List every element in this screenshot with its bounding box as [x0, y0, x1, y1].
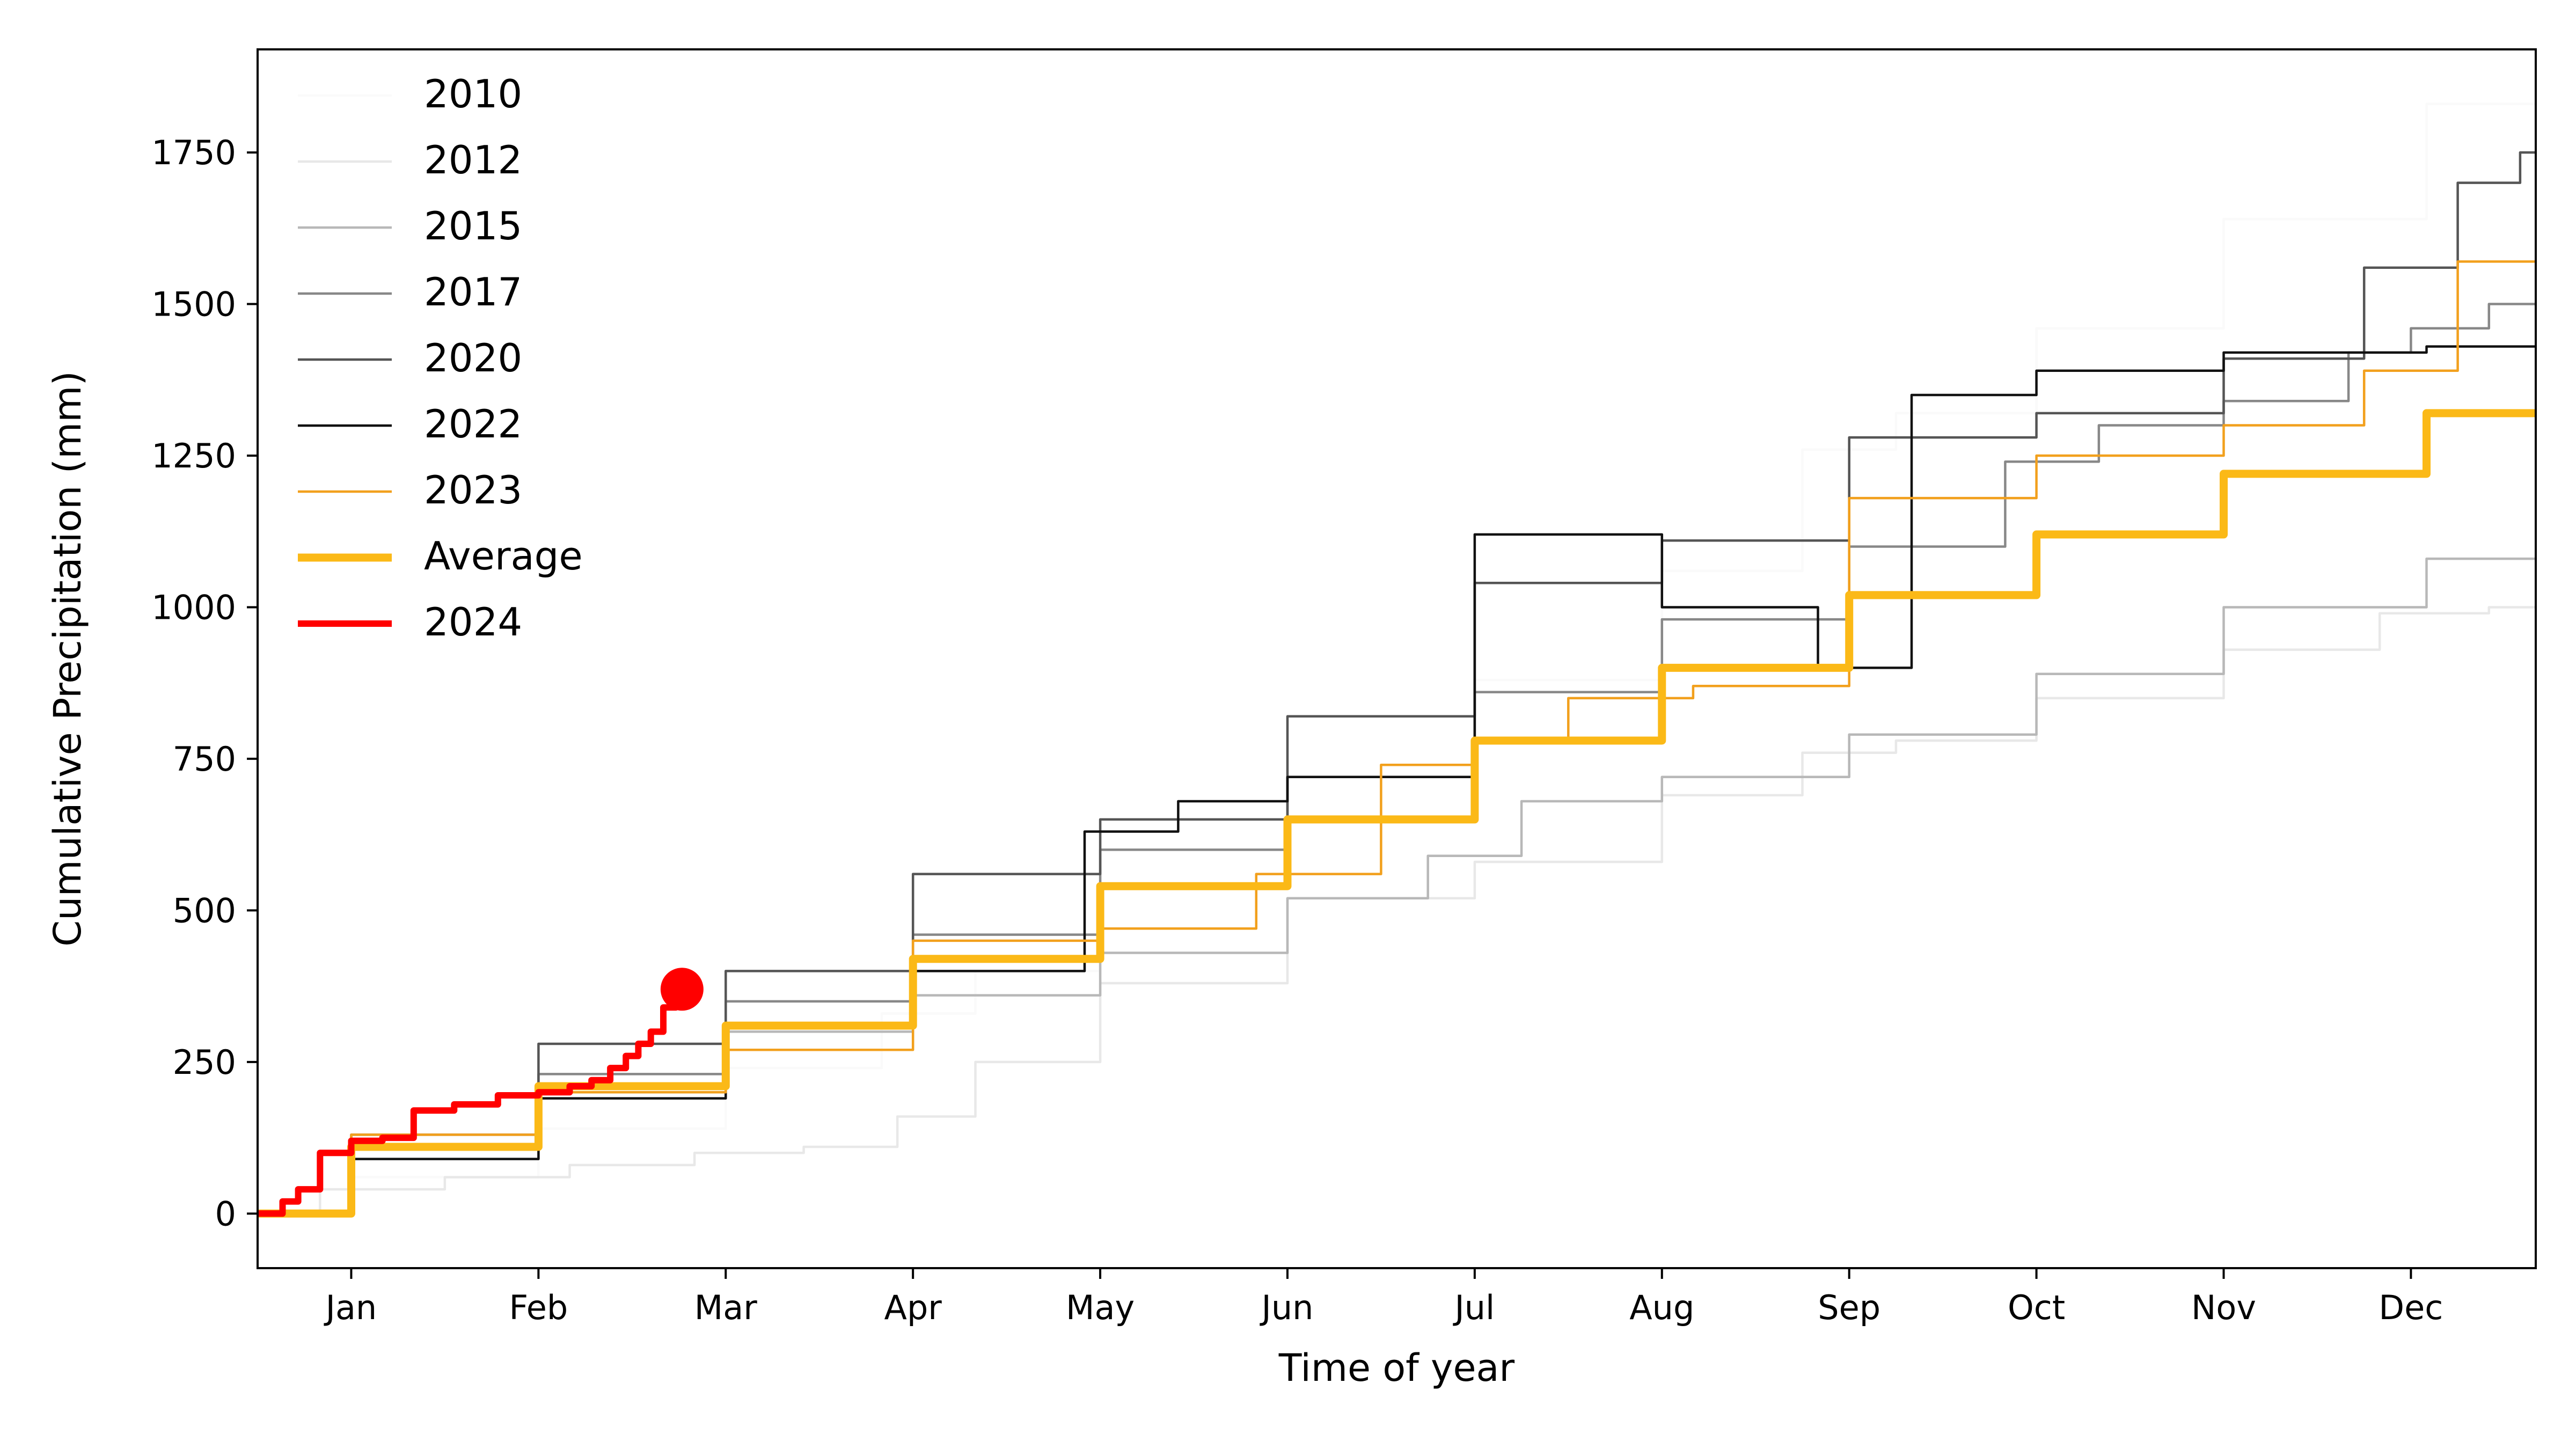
y-tick-label-0: 0: [215, 1194, 236, 1233]
x-tick-label-sep: Sep: [1818, 1288, 1880, 1327]
y-axis: 0 250 500 750 1000 1250 1500 1750: [151, 133, 258, 1233]
y-tick-label-1250: 1250: [151, 436, 236, 475]
x-tick-label-jun: Jun: [1260, 1288, 1314, 1327]
legend-label-2015: 2015: [424, 203, 522, 248]
y-tick-label-1750: 1750: [151, 133, 236, 172]
legend-label-2023: 2023: [424, 467, 522, 513]
x-tick-label-nov: Nov: [2191, 1288, 2256, 1327]
series-endpoint-2024: [660, 968, 704, 1011]
x-tick-label-may: May: [1066, 1288, 1135, 1327]
x-tick-label-aug: Aug: [1629, 1288, 1694, 1327]
legend-label-2010: 2010: [424, 71, 522, 116]
y-axis-label: Cumulative Precipitation (mm): [46, 371, 90, 947]
legend-label-2020: 2020: [424, 335, 522, 380]
y-tick-label-750: 750: [173, 740, 236, 779]
legend: 2010 2012 2015 2017 2020 2022 2023 Average 2024: [298, 71, 583, 645]
x-tick-label-oct: Oct: [2008, 1288, 2065, 1327]
x-axis: Jan Feb Mar Apr May Jun Jul Aug Sep Oct Nov Dec: [324, 1268, 2443, 1327]
x-tick-label-jul: Jul: [1452, 1288, 1495, 1327]
x-tick-label-apr: Apr: [884, 1288, 942, 1327]
y-tick-label-500: 500: [173, 891, 236, 930]
legend-label-2012: 2012: [424, 137, 522, 182]
series-line-2024: [258, 986, 682, 1217]
x-tick-label-dec: Dec: [2379, 1288, 2443, 1327]
legend-label-2024: 2024: [424, 599, 522, 645]
x-tick-label-jan: Jan: [324, 1288, 377, 1327]
legend-label-average: Average: [424, 533, 583, 579]
x-tick-label-feb: Feb: [509, 1288, 568, 1327]
x-tick-label-mar: Mar: [694, 1288, 757, 1327]
series-layer: [258, 103, 2536, 1218]
y-tick-label-1500: 1500: [151, 285, 236, 324]
legend-label-2017: 2017: [424, 269, 522, 314]
x-axis-label: Time of year: [1278, 1346, 1515, 1390]
y-tick-label-250: 250: [173, 1043, 236, 1082]
plot-frame: [257, 48, 2537, 1269]
legend-label-2022: 2022: [424, 401, 522, 447]
y-tick-label-1000: 1000: [151, 588, 236, 627]
series-line-average: [258, 409, 2536, 1218]
